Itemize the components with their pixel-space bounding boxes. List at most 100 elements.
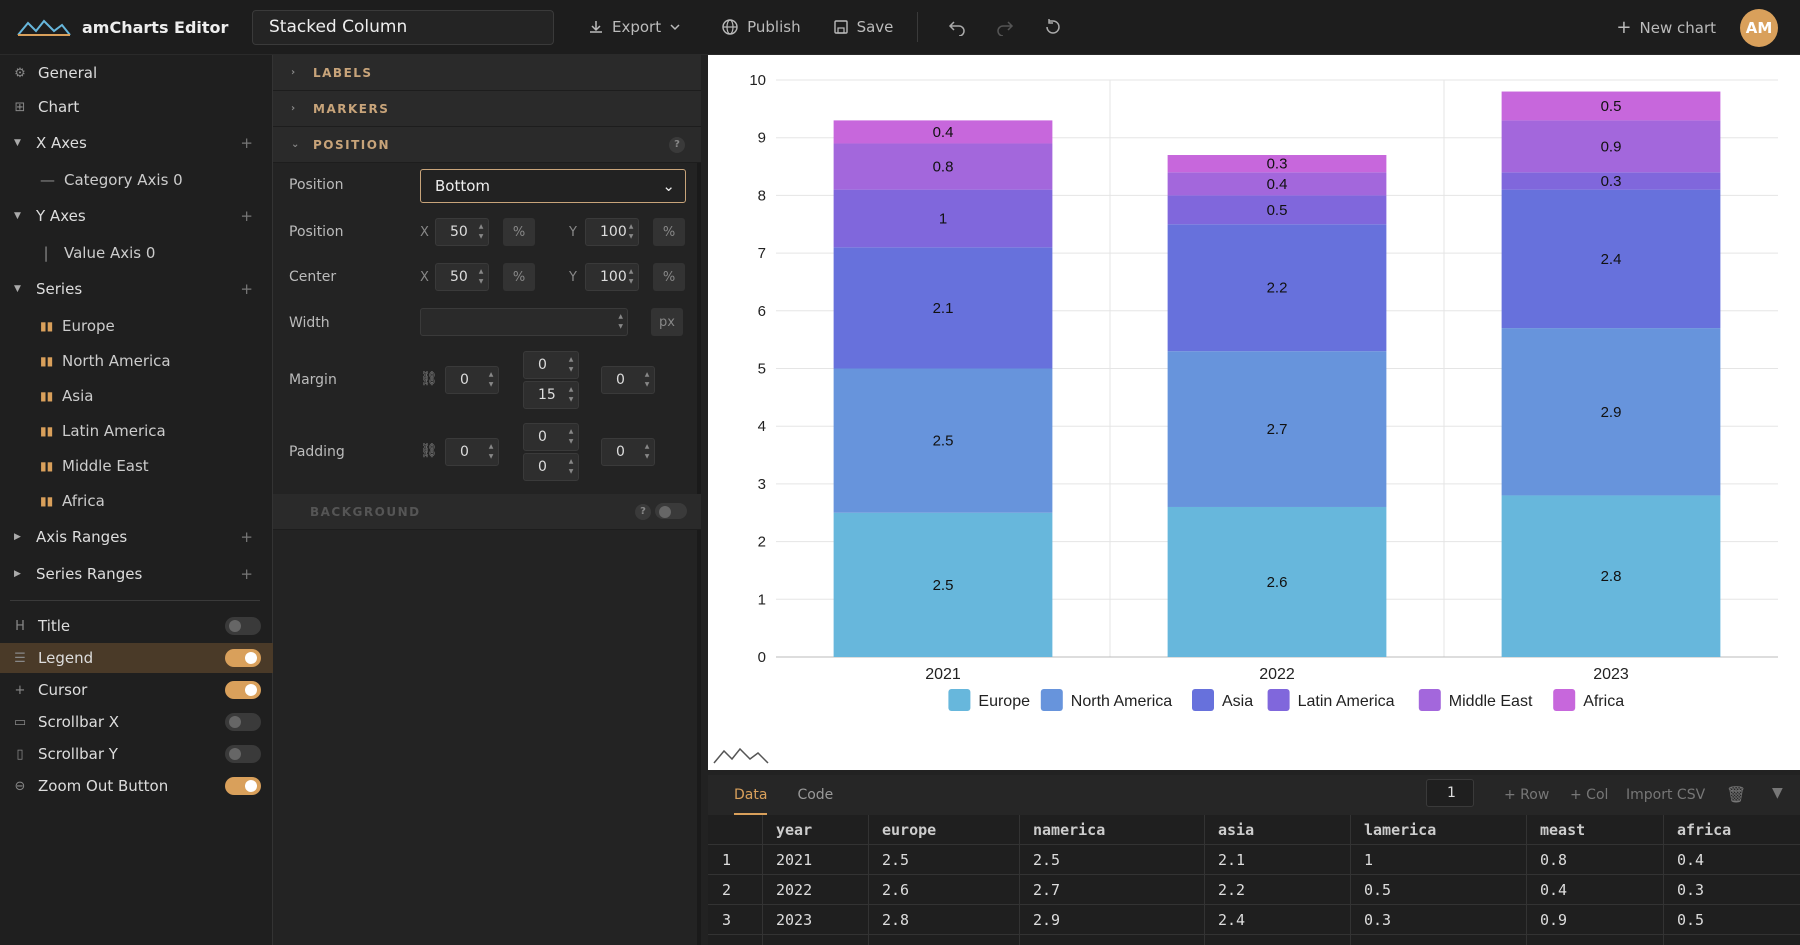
stepper-icon[interactable]: ▲ ▼ — [568, 458, 574, 475]
column-header[interactable]: namerica — [1033, 820, 1106, 839]
app-logo[interactable]: amCharts Editor — [16, 17, 236, 37]
sidebar-item-category-axis[interactable]: — Category Axis 0 — [0, 165, 273, 195]
save-button[interactable]: Save — [833, 18, 893, 36]
position-select[interactable]: Bottom ⌄ — [420, 169, 686, 203]
table-cell[interactable]: 0.4 — [1540, 880, 1568, 899]
column-header[interactable]: meast — [1540, 820, 1586, 839]
table-cell[interactable]: 2.1 — [1218, 850, 1246, 869]
table-cell[interactable]: 2021 — [776, 850, 813, 869]
legend-toggle[interactable] — [225, 649, 261, 667]
table-cell[interactable]: 0.9 — [1540, 910, 1568, 929]
section-markers[interactable]: › MARKERS — [273, 91, 701, 127]
position-x-input[interactable]: 50 ▲ ▼ — [435, 218, 489, 246]
sidebar-toggle-legend[interactable]: ☰ Legend — [0, 643, 273, 673]
sidebar-item-value-axis[interactable]: | Value Axis 0 — [0, 238, 273, 268]
table-cell[interactable]: 2.6 — [882, 880, 910, 899]
import-csv-button[interactable]: Import CSV — [1626, 787, 1706, 803]
width-unit[interactable]: px — [651, 308, 683, 336]
stepper-icon[interactable]: ▲ ▼ — [628, 268, 634, 285]
sidebar-item-general[interactable]: ⚙ General — [0, 58, 273, 88]
table-cell[interactable]: 2.5 — [882, 850, 910, 869]
column-header[interactable]: asia — [1218, 820, 1255, 839]
sidebar-group-axis-ranges[interactable]: ▶ Axis Ranges + — [0, 522, 273, 552]
help-icon[interactable]: ? — [669, 136, 685, 153]
scrollbar-x-toggle[interactable] — [225, 713, 261, 731]
padding-left-input[interactable]: 0 ▲ ▼ — [445, 438, 499, 466]
margin-left-input[interactable]: 0 ▲ ▼ — [445, 366, 499, 394]
stepper-icon[interactable]: ▲ ▼ — [618, 313, 623, 330]
table-cell[interactable]: 0.3 — [1364, 910, 1392, 929]
column-header[interactable]: europe — [882, 820, 937, 839]
tab-code[interactable]: Code — [797, 787, 834, 803]
background-toggle[interactable] — [655, 503, 687, 519]
sidebar-item-series-africa[interactable]: ▮▮ Africa — [0, 486, 273, 516]
add-icon[interactable]: + — [240, 207, 253, 225]
zoom-out-toggle[interactable] — [225, 777, 261, 795]
sidebar-item-series-latin-america[interactable]: ▮▮ Latin America — [0, 416, 273, 446]
section-background[interactable]: BACKGROUND ? — [273, 494, 701, 530]
stepper-icon[interactable]: ▲ ▼ — [568, 386, 574, 403]
publish-button[interactable]: Publish — [721, 18, 801, 36]
new-chart-button[interactable]: + New chart — [1616, 17, 1716, 38]
margin-right-input[interactable]: 0 ▲ ▼ — [601, 366, 655, 394]
padding-bottom-input[interactable]: 0 ▲ ▼ — [523, 453, 579, 481]
padding-top-input[interactable]: 0 ▲ ▼ — [523, 423, 579, 451]
table-cell[interactable]: 0.5 — [1677, 910, 1705, 929]
collapse-icon[interactable]: ▼ — [1772, 785, 1783, 801]
stepper-icon[interactable]: ▲ ▼ — [628, 223, 634, 240]
column-header[interactable]: africa — [1677, 820, 1732, 839]
stepper-icon[interactable]: ▲ ▼ — [488, 443, 494, 460]
position-y-input[interactable]: 100 ▲ ▼ — [585, 218, 639, 246]
center-x-input[interactable]: 50 ▲ ▼ — [435, 263, 489, 291]
sidebar-item-series-north-america[interactable]: ▮▮ North America — [0, 346, 273, 376]
table-cell[interactable]: 0.5 — [1364, 880, 1392, 899]
table-cell[interactable]: 2.7 — [1033, 880, 1061, 899]
section-labels[interactable]: › LABELS — [273, 55, 701, 91]
cursor-toggle[interactable] — [225, 681, 261, 699]
sidebar-item-series-asia[interactable]: ▮▮ Asia — [0, 381, 273, 411]
table-cell[interactable]: 2.2 — [1218, 880, 1246, 899]
link-icon[interactable]: ⛓ — [420, 443, 438, 459]
sidebar-group-y-axes[interactable]: ▼ Y Axes + — [0, 201, 273, 231]
column-header[interactable]: lamerica — [1364, 820, 1437, 839]
scrollbar-y-toggle[interactable] — [225, 745, 261, 763]
table-cell[interactable]: 2.5 — [1033, 850, 1061, 869]
reset-button[interactable] — [1044, 18, 1062, 36]
sidebar-item-chart[interactable]: ⊞ Chart — [0, 92, 273, 122]
stepper-icon[interactable]: ▲ ▼ — [478, 268, 484, 285]
margin-bottom-input[interactable]: 15 ▲ ▼ — [523, 381, 579, 409]
stepper-icon[interactable]: ▲ ▼ — [644, 443, 650, 460]
add-row-button[interactable]: + Row — [1504, 787, 1550, 803]
table-cell[interactable]: 2023 — [776, 910, 813, 929]
add-icon[interactable]: + — [240, 134, 253, 152]
avatar[interactable]: AM — [1740, 9, 1778, 47]
center-y-unit[interactable]: % — [653, 263, 685, 291]
redo-button[interactable] — [996, 18, 1014, 36]
export-button[interactable]: Export — [588, 18, 689, 36]
sidebar-item-series-europe[interactable]: ▮▮ Europe — [0, 311, 273, 341]
sidebar-item-series-middle-east[interactable]: ▮▮ Middle East — [0, 451, 273, 481]
add-icon[interactable]: + — [240, 565, 253, 583]
padding-right-input[interactable]: 0 ▲ ▼ — [601, 438, 655, 466]
sidebar-toggle-title[interactable]: H Title — [0, 611, 273, 641]
sidebar-toggle-scrollbar-x[interactable]: ▭ Scrollbar X — [0, 707, 273, 737]
table-cell[interactable]: 2022 — [776, 880, 813, 899]
sidebar-group-series-ranges[interactable]: ▶ Series Ranges + — [0, 559, 273, 589]
chart-name-input[interactable]: Stacked Column — [252, 9, 554, 45]
stepper-icon[interactable]: ▲ ▼ — [568, 356, 574, 373]
center-x-unit[interactable]: % — [503, 263, 535, 291]
link-icon[interactable]: ⛓ — [420, 371, 438, 387]
table-cell[interactable]: 1 — [1364, 850, 1374, 869]
sidebar-toggle-scrollbar-y[interactable]: ▯ Scrollbar Y — [0, 739, 273, 769]
add-col-button[interactable]: + Col — [1570, 787, 1609, 803]
position-y-unit[interactable]: % — [653, 218, 685, 246]
table-cell[interactable]: 0.4 — [1677, 850, 1705, 869]
stepper-icon[interactable]: ▲ ▼ — [488, 371, 494, 388]
margin-top-input[interactable]: 0 ▲ ▼ — [523, 351, 579, 379]
position-x-unit[interactable]: % — [503, 218, 535, 246]
table-cell[interactable]: 2.8 — [882, 910, 910, 929]
sidebar-toggle-zoom-out[interactable]: ⊖ Zoom Out Button — [0, 771, 273, 801]
sidebar-toggle-cursor[interactable]: + Cursor — [0, 675, 273, 705]
sidebar-group-x-axes[interactable]: ▼ X Axes + — [0, 128, 273, 158]
title-toggle[interactable] — [225, 617, 261, 635]
